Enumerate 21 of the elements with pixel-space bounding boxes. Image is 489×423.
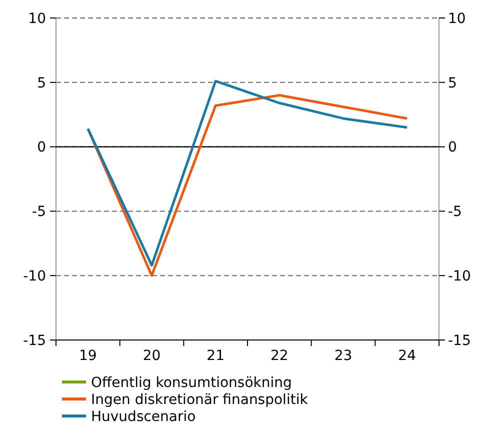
legend-label: Huvudscenario: [91, 408, 196, 423]
y2-tick-label: 10: [448, 10, 466, 27]
y2-tick-label: -10: [448, 268, 471, 284]
x-tick-label: 21: [206, 348, 224, 364]
y-tick-label: 10: [28, 10, 46, 27]
x-tick-label: 19: [79, 348, 97, 364]
y-tick-label: 5: [37, 75, 46, 92]
x-tick-label: 22: [270, 348, 288, 364]
x-tick-label: 20: [142, 348, 161, 364]
y-tick-label: -10: [23, 268, 46, 284]
legend-label: Offentlig konsumtionsökning: [91, 374, 292, 391]
y-tick-label: 0: [37, 140, 46, 156]
y-tick-label: -15: [23, 332, 46, 349]
y2-tick-label: -5: [448, 204, 462, 220]
x-tick-label: 24: [398, 348, 416, 364]
y2-tick-label: 0: [448, 140, 457, 156]
legend-label: Ingen diskretionär finanspolitik: [91, 392, 309, 408]
y2-tick-label: -15: [448, 332, 471, 349]
y-tick-label: -5: [32, 204, 46, 220]
y2-tick-label: 5: [448, 75, 457, 92]
x-tick-label: 23: [334, 348, 352, 364]
